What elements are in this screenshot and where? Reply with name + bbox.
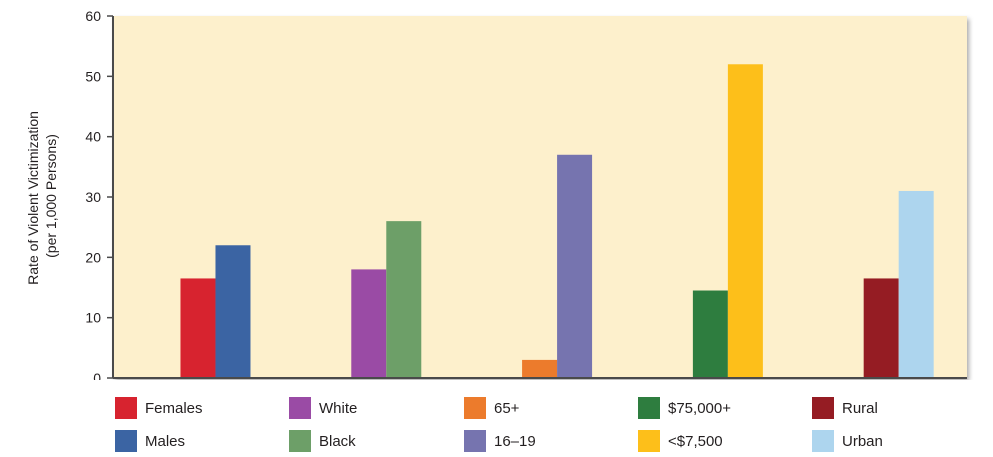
- bar-black: [386, 221, 422, 378]
- legend-swatch: [812, 397, 834, 419]
- y-tick-label: 0: [93, 370, 101, 380]
- legend-label: Rural: [842, 399, 878, 417]
- legend-label: 16–19: [494, 432, 536, 450]
- bar-females: [180, 278, 216, 378]
- y-axis-label-line-2: (per 1,000 Persons): [43, 134, 59, 258]
- legend-item-black: Black: [289, 428, 356, 454]
- bar-males: [215, 245, 251, 378]
- legend-item-16-19: 16–19: [464, 428, 536, 454]
- legend-label: $75,000+: [668, 399, 731, 417]
- legend-swatch: [464, 397, 486, 419]
- y-tick-label: 20: [85, 249, 101, 265]
- bar-series: [180, 64, 934, 379]
- legend-swatch: [289, 430, 311, 452]
- legend-swatch: [115, 397, 137, 419]
- y-tick-label: 50: [85, 68, 101, 84]
- legend-label: Black: [319, 432, 356, 450]
- legend: Females White 65+ $75,000+ Rural Males B…: [0, 389, 993, 457]
- y-axis-label-line-1: Rate of Violent Victimization: [25, 111, 41, 285]
- y-tick-label: 40: [85, 129, 101, 145]
- legend-item-urban: Urban: [812, 428, 883, 454]
- bar-7-500: [727, 64, 763, 379]
- legend-item-white: White: [289, 395, 357, 421]
- legend-label: Males: [145, 432, 186, 450]
- legend-label: White: [319, 399, 358, 417]
- legend-swatch: [638, 430, 660, 452]
- legend-item-females: Females: [115, 395, 203, 421]
- legend-item-males: Males: [115, 428, 185, 454]
- bar-urban: [898, 190, 934, 378]
- legend-label: <$7,500: [668, 432, 723, 450]
- bar-rural: [863, 278, 899, 378]
- y-axis-label: Rate of Violent Victimization (per 1,000…: [25, 107, 59, 285]
- bar-chart: 0 10 20 30 40 50 60 Rate of Violent Victimizat…: [25, 8, 967, 380]
- legend-item-under-7500: <$7,500: [638, 428, 723, 454]
- plot-area: [113, 16, 967, 378]
- y-tick-label: 10: [85, 310, 101, 326]
- y-tick-label: 30: [85, 189, 101, 205]
- y-axis-tick-labels: 0 10 20 30 40 50 60: [85, 8, 101, 380]
- legend-swatch: [464, 430, 486, 452]
- legend-item-65-plus: 65+: [464, 395, 519, 421]
- legend-swatch: [115, 430, 137, 452]
- legend-swatch: [638, 397, 660, 419]
- legend-swatch: [812, 430, 834, 452]
- bar-16-19: [557, 154, 593, 378]
- legend-label: 65+: [494, 399, 520, 417]
- legend-label: Urban: [842, 432, 883, 450]
- legend-item-75000-plus: $75,000+: [638, 395, 731, 421]
- legend-swatch: [289, 397, 311, 419]
- legend-label: Females: [145, 399, 203, 417]
- legend-item-rural: Rural: [812, 395, 878, 421]
- bar-75-000: [692, 290, 728, 378]
- y-tick-label: 60: [85, 8, 101, 24]
- bar-65: [522, 359, 558, 378]
- bar-white: [351, 269, 387, 378]
